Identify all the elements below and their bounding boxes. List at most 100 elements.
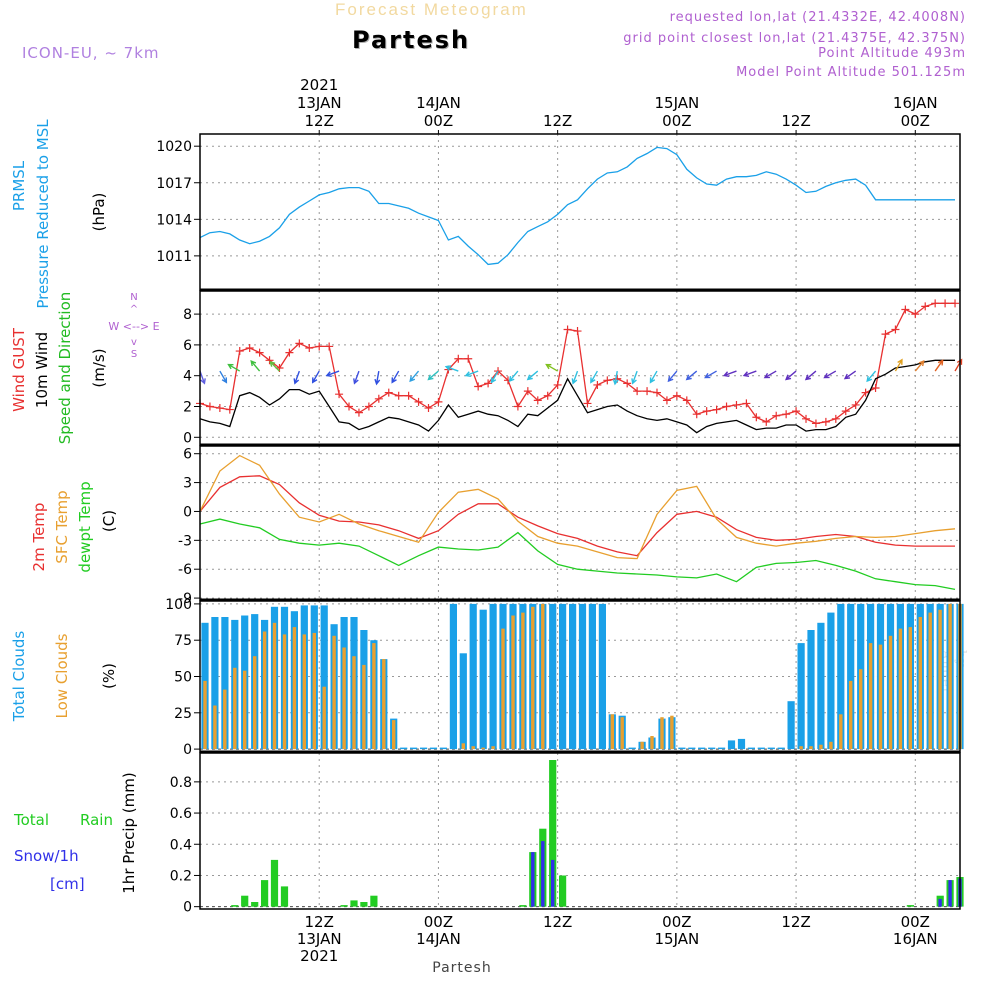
panel-4-bar-total-clouds <box>747 747 755 750</box>
panel-1-series-pressure <box>199 146 955 266</box>
wind-direction-arrow <box>391 370 400 384</box>
panel-3-ytick-label: -9 <box>178 591 192 607</box>
gust-marker <box>752 413 761 422</box>
panel-4-bar-total-clouds <box>767 747 775 750</box>
panel-4-ytick-label: 50 <box>174 670 192 686</box>
panel-5-bar-total-rain <box>370 895 378 907</box>
gust-marker <box>652 388 661 397</box>
requested-coordinates: requested lon,lat (21.4332E, 42.4008N) <box>669 10 966 25</box>
wind-direction-arrow <box>353 370 360 385</box>
bottom-time-label: 00Z <box>901 913 930 931</box>
panel-4-bar-low-clouds <box>223 689 227 750</box>
panel-4-bar-low-clouds <box>610 714 614 750</box>
top-time-label: 00Z <box>424 112 453 130</box>
forecast-meteogram-title: Forecast Meteogram <box>335 0 528 19</box>
wind-direction-arrow <box>894 358 903 372</box>
panel-4-bar-low-clouds <box>928 612 932 750</box>
panel-3-ytick-label: 6 <box>183 447 192 463</box>
wind-direction-arrow <box>649 370 658 384</box>
panel-4-ytick-label: 100 <box>165 597 192 613</box>
gust-marker <box>414 397 423 406</box>
panel-4-bar-low-clouds <box>541 603 545 750</box>
panel-5-bar-total-rain <box>270 859 279 907</box>
panel-1-ytick-label: 1017 <box>156 176 192 192</box>
panel-1-ytick-label: 1020 <box>156 139 192 155</box>
panel-4-bar-low-clouds <box>392 720 396 750</box>
model-label: ICON-EU, ~ 7km <box>22 44 160 62</box>
gust-marker <box>265 356 274 365</box>
panel-4-bar-low-clouds <box>491 746 495 750</box>
ylabel-pressure: Pressure Reduced to MSL <box>34 119 52 309</box>
panel-5-bar-total-rain <box>280 886 289 907</box>
panel-4-bar-total-clouds <box>688 747 696 750</box>
panel-4-bar-low-clouds <box>938 609 942 750</box>
panel-4-bar-total-clouds <box>211 617 219 750</box>
panel-4-bar-low-clouds <box>382 659 386 750</box>
panel-3-series-dewpt-temp <box>199 518 956 591</box>
panel-4-bar-low-clouds <box>292 627 297 750</box>
panel-4-bar-total-clouds <box>827 612 835 750</box>
wind-direction-arrow <box>374 370 381 386</box>
panel-4-bar-total-clouds <box>459 653 467 750</box>
panel-4-bar-total-clouds <box>678 747 686 750</box>
gust-marker <box>623 379 632 388</box>
gust-marker <box>881 330 890 339</box>
panel-4-bar-low-clouds <box>272 622 277 750</box>
panel-4-bar-low-clouds <box>819 744 823 750</box>
panel-4-bar-low-clouds <box>948 603 952 750</box>
wind-direction-arrow <box>612 370 619 386</box>
gust-marker <box>891 325 900 334</box>
ylabel-snow: Snow/1h <box>14 847 79 865</box>
gust-marker <box>921 302 930 311</box>
panel-5-bar-total-rain <box>906 905 914 907</box>
gust-marker <box>692 410 701 419</box>
panel-4-bar-low-clouds <box>322 686 326 750</box>
panel-4-bar-low-clouds <box>849 680 853 750</box>
panel-4-bar-low-clouds <box>481 747 485 750</box>
gust-marker <box>802 414 811 423</box>
gust-marker <box>831 414 840 423</box>
panel-5-bar-total-rain <box>549 760 557 907</box>
gust-marker <box>722 402 731 411</box>
panel-4-bar-total-clouds <box>628 747 636 750</box>
ylabel-low-clouds: Low Clouds <box>53 633 71 718</box>
panel-4-bar-low-clouds <box>868 643 873 750</box>
gust-marker <box>424 404 433 413</box>
gust-marker <box>662 396 671 405</box>
panel-4-bar-low-clouds <box>501 628 505 750</box>
gust-marker <box>374 394 383 403</box>
panel-4-bar-low-clouds <box>342 647 346 750</box>
panel-3-series-2m-temp <box>199 475 955 557</box>
wind-direction-arrow <box>427 370 439 381</box>
panel-5-ytick-label: 0.4 <box>170 837 192 853</box>
panel-5-bar-total-rain <box>231 905 239 907</box>
panel-4-bar-low-clouds <box>262 631 267 750</box>
panel-5-bar-total-rain <box>360 902 368 907</box>
gust-marker <box>295 339 304 348</box>
wind-direction-arrow <box>571 370 579 385</box>
wind-direction-arrow <box>293 370 301 385</box>
panel-4-bar-total-clouds <box>797 643 805 750</box>
top-time-label: 15JAN <box>654 94 699 112</box>
panel-4-bar-low-clouds <box>362 664 366 750</box>
panel-4-bar-total-clouds <box>718 747 726 750</box>
compass-arrow-down: v <box>131 337 137 348</box>
gust-marker <box>593 380 602 389</box>
wind-direction-arrow <box>325 370 340 377</box>
panel-1-ytick-label: 1014 <box>156 212 192 228</box>
panel-4-bar-total-clouds <box>320 605 328 750</box>
ylabel-wind-gust: Wind GUST <box>10 327 28 412</box>
panel-4-bar-total-clouds <box>598 603 606 750</box>
wind-direction-arrow <box>508 370 519 383</box>
location-title: Partesh <box>352 26 471 54</box>
gust-marker <box>305 343 314 352</box>
top-time-label: 12Z <box>781 112 810 130</box>
ylabel-total: Total <box>13 811 49 829</box>
panel-4-bar-total-clouds <box>588 603 596 750</box>
ylabel-rain: Rain <box>80 811 113 829</box>
gust-marker <box>672 391 681 400</box>
ylabel-dewpt-temp: dewpt Temp <box>76 481 94 572</box>
ylabel-10m-wind: 10m Wind <box>33 332 51 408</box>
panel-4-bar-total-clouds <box>479 609 487 750</box>
